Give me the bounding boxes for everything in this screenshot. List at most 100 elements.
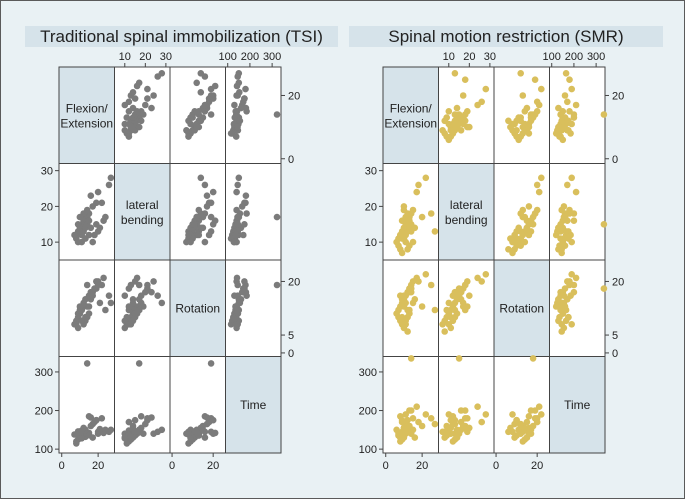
diagonal-cell bbox=[58, 66, 115, 164]
data-point bbox=[76, 428, 84, 436]
data-point bbox=[445, 411, 453, 418]
data-point bbox=[527, 217, 535, 224]
data-point bbox=[535, 101, 543, 109]
data-point bbox=[555, 224, 562, 232]
data-point bbox=[566, 210, 573, 217]
data-point bbox=[451, 111, 459, 118]
data-point bbox=[89, 203, 96, 210]
data-point bbox=[413, 403, 421, 411]
data-point bbox=[466, 292, 473, 300]
data-point bbox=[427, 415, 435, 422]
variable-label: Flexion/Extension bbox=[384, 101, 437, 130]
data-point bbox=[409, 415, 417, 422]
data-point bbox=[80, 424, 87, 432]
data-point bbox=[474, 101, 481, 109]
data-point bbox=[525, 123, 533, 131]
variable-label-line: Extension bbox=[60, 116, 113, 130]
data-point bbox=[461, 76, 469, 83]
data-point bbox=[409, 299, 417, 307]
data-point bbox=[234, 281, 241, 289]
data-point bbox=[105, 292, 113, 300]
data-point bbox=[227, 130, 235, 137]
data-point bbox=[525, 424, 533, 432]
data-point bbox=[234, 213, 241, 221]
data-point bbox=[535, 188, 543, 196]
data-point bbox=[461, 281, 469, 289]
data-point bbox=[398, 235, 406, 242]
data-point bbox=[427, 281, 435, 289]
data-point bbox=[232, 303, 239, 310]
data-point bbox=[131, 95, 139, 102]
data-point bbox=[150, 430, 157, 438]
data-point bbox=[513, 235, 520, 242]
data-point bbox=[404, 416, 411, 424]
data-point bbox=[538, 411, 545, 418]
data-point bbox=[525, 413, 533, 420]
data-point bbox=[552, 231, 560, 239]
data-point bbox=[566, 76, 573, 83]
tick-label: 20 bbox=[463, 51, 475, 63]
data-point bbox=[78, 317, 85, 325]
data-point bbox=[400, 292, 408, 300]
variable-label-line: Extension bbox=[384, 116, 437, 130]
data-point bbox=[560, 123, 568, 131]
data-point bbox=[125, 108, 133, 115]
tick-label: 20 bbox=[288, 276, 300, 288]
data-point bbox=[142, 101, 149, 109]
data-point bbox=[558, 328, 565, 335]
variable-label: Flexion/Extension bbox=[60, 101, 113, 130]
data-point bbox=[78, 435, 85, 442]
data-point bbox=[93, 416, 100, 424]
data-point bbox=[411, 224, 419, 232]
data-point bbox=[197, 224, 205, 232]
data-point bbox=[562, 306, 570, 314]
data-point bbox=[451, 306, 459, 314]
data-point bbox=[209, 95, 217, 102]
data-point bbox=[135, 79, 143, 87]
data-point bbox=[570, 114, 578, 121]
data-point bbox=[76, 306, 84, 314]
data-point bbox=[96, 425, 104, 433]
data-point bbox=[561, 213, 569, 221]
data-point bbox=[201, 238, 209, 246]
scatter-cell bbox=[225, 66, 282, 164]
data-point bbox=[478, 418, 486, 426]
data-point bbox=[102, 306, 109, 314]
data-point bbox=[83, 281, 91, 289]
data-point bbox=[98, 415, 106, 422]
data-point bbox=[135, 428, 143, 436]
data-point bbox=[201, 434, 209, 441]
data-point bbox=[439, 127, 446, 134]
data-point bbox=[85, 217, 93, 224]
data-point bbox=[427, 210, 435, 217]
tick-label: 20 bbox=[41, 201, 53, 213]
data-point bbox=[517, 70, 524, 77]
tick-label: 30 bbox=[160, 51, 172, 63]
data-point bbox=[187, 238, 194, 246]
data-point bbox=[76, 228, 84, 235]
data-point bbox=[154, 73, 161, 80]
data-point bbox=[529, 355, 537, 362]
data-point bbox=[233, 206, 240, 214]
data-point bbox=[89, 292, 96, 300]
data-point bbox=[98, 199, 106, 207]
matrix-tsi: Flexion/Extension lateral bending Rotation T… bbox=[35, 51, 301, 472]
data-point bbox=[144, 95, 151, 102]
data-point bbox=[482, 271, 490, 278]
data-point bbox=[523, 434, 531, 441]
tick-label: 20 bbox=[139, 51, 151, 63]
data-point bbox=[431, 228, 439, 235]
data-point bbox=[451, 288, 459, 296]
tick-label: 100 bbox=[35, 444, 53, 456]
data-point bbox=[121, 120, 129, 128]
data-point bbox=[78, 238, 85, 246]
data-point bbox=[195, 431, 203, 439]
data-point bbox=[105, 181, 113, 189]
data-point bbox=[407, 355, 415, 362]
data-point bbox=[519, 213, 527, 221]
data-point bbox=[123, 440, 131, 447]
scatter-cell bbox=[58, 356, 115, 454]
data-point bbox=[131, 278, 139, 285]
data-point bbox=[406, 407, 413, 414]
